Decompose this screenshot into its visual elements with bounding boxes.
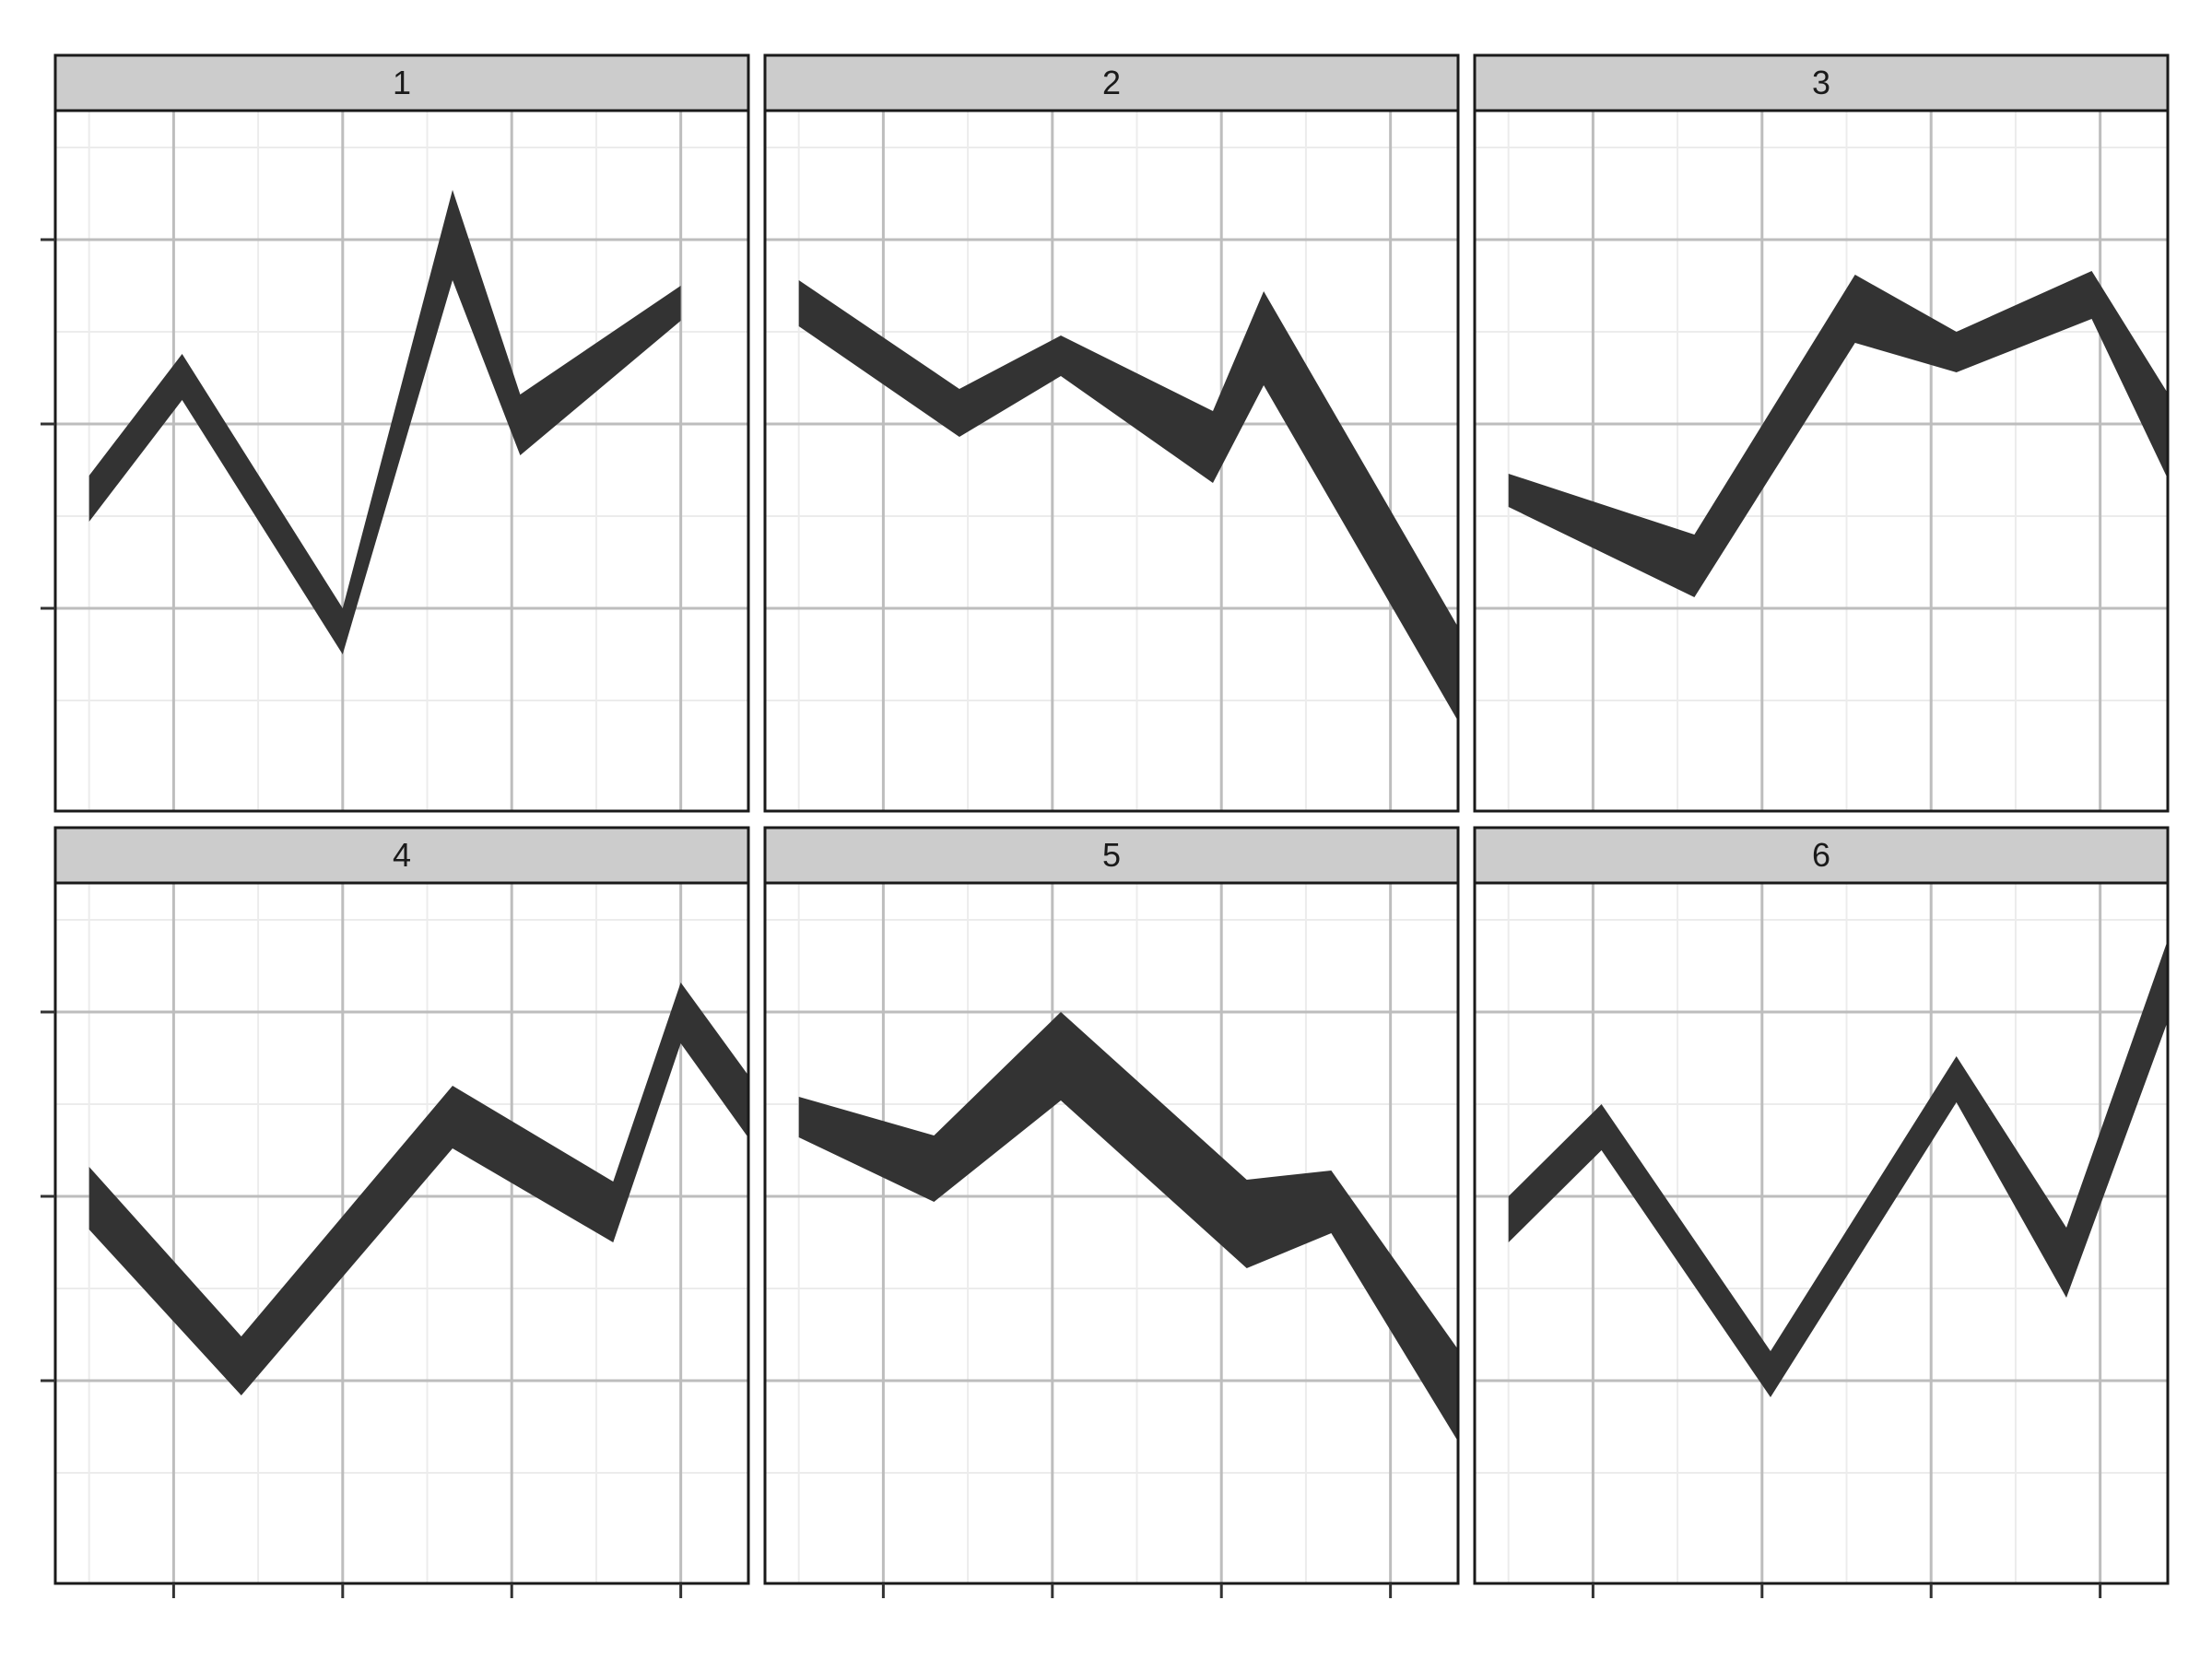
facet-panel-2: 2 — [763, 53, 1460, 813]
ribbon-series-2 — [798, 280, 1458, 722]
ribbon-series-4 — [88, 982, 748, 1395]
facet-strip-label: 1 — [393, 64, 411, 101]
panel-background — [55, 883, 748, 1583]
facet-strip-label: 6 — [1812, 836, 1830, 874]
panel-background — [1475, 111, 2168, 811]
facet-strip-label: 2 — [1102, 64, 1121, 101]
facet-strip — [53, 53, 750, 112]
facet-panel-3: 3 — [1473, 53, 2170, 813]
facet-strip — [1473, 826, 2170, 885]
facet-panel-4: 4 — [41, 826, 750, 1598]
facet-panel-6: 6 — [1473, 826, 2170, 1598]
facet-strip-label: 5 — [1102, 836, 1121, 874]
panels-layer: 1 2 3 4 5 6 — [41, 53, 2170, 1598]
facet-strip-label: 4 — [393, 836, 411, 874]
ribbon-series-6 — [1508, 939, 2168, 1397]
facet-strip — [1473, 53, 2170, 112]
ribbon-series-3 — [1508, 271, 2168, 597]
facet-panel-1: 1 — [41, 53, 750, 813]
ribbon-series-5 — [798, 1012, 1458, 1441]
facet-panel-5: 5 — [763, 826, 1460, 1598]
facet-strip — [763, 826, 1460, 885]
facet-strip — [53, 826, 750, 885]
ribbon-series-1 — [88, 190, 681, 654]
facet-strip — [763, 53, 1460, 112]
facet-strip-label: 3 — [1812, 64, 1830, 101]
panel-background — [55, 111, 748, 811]
